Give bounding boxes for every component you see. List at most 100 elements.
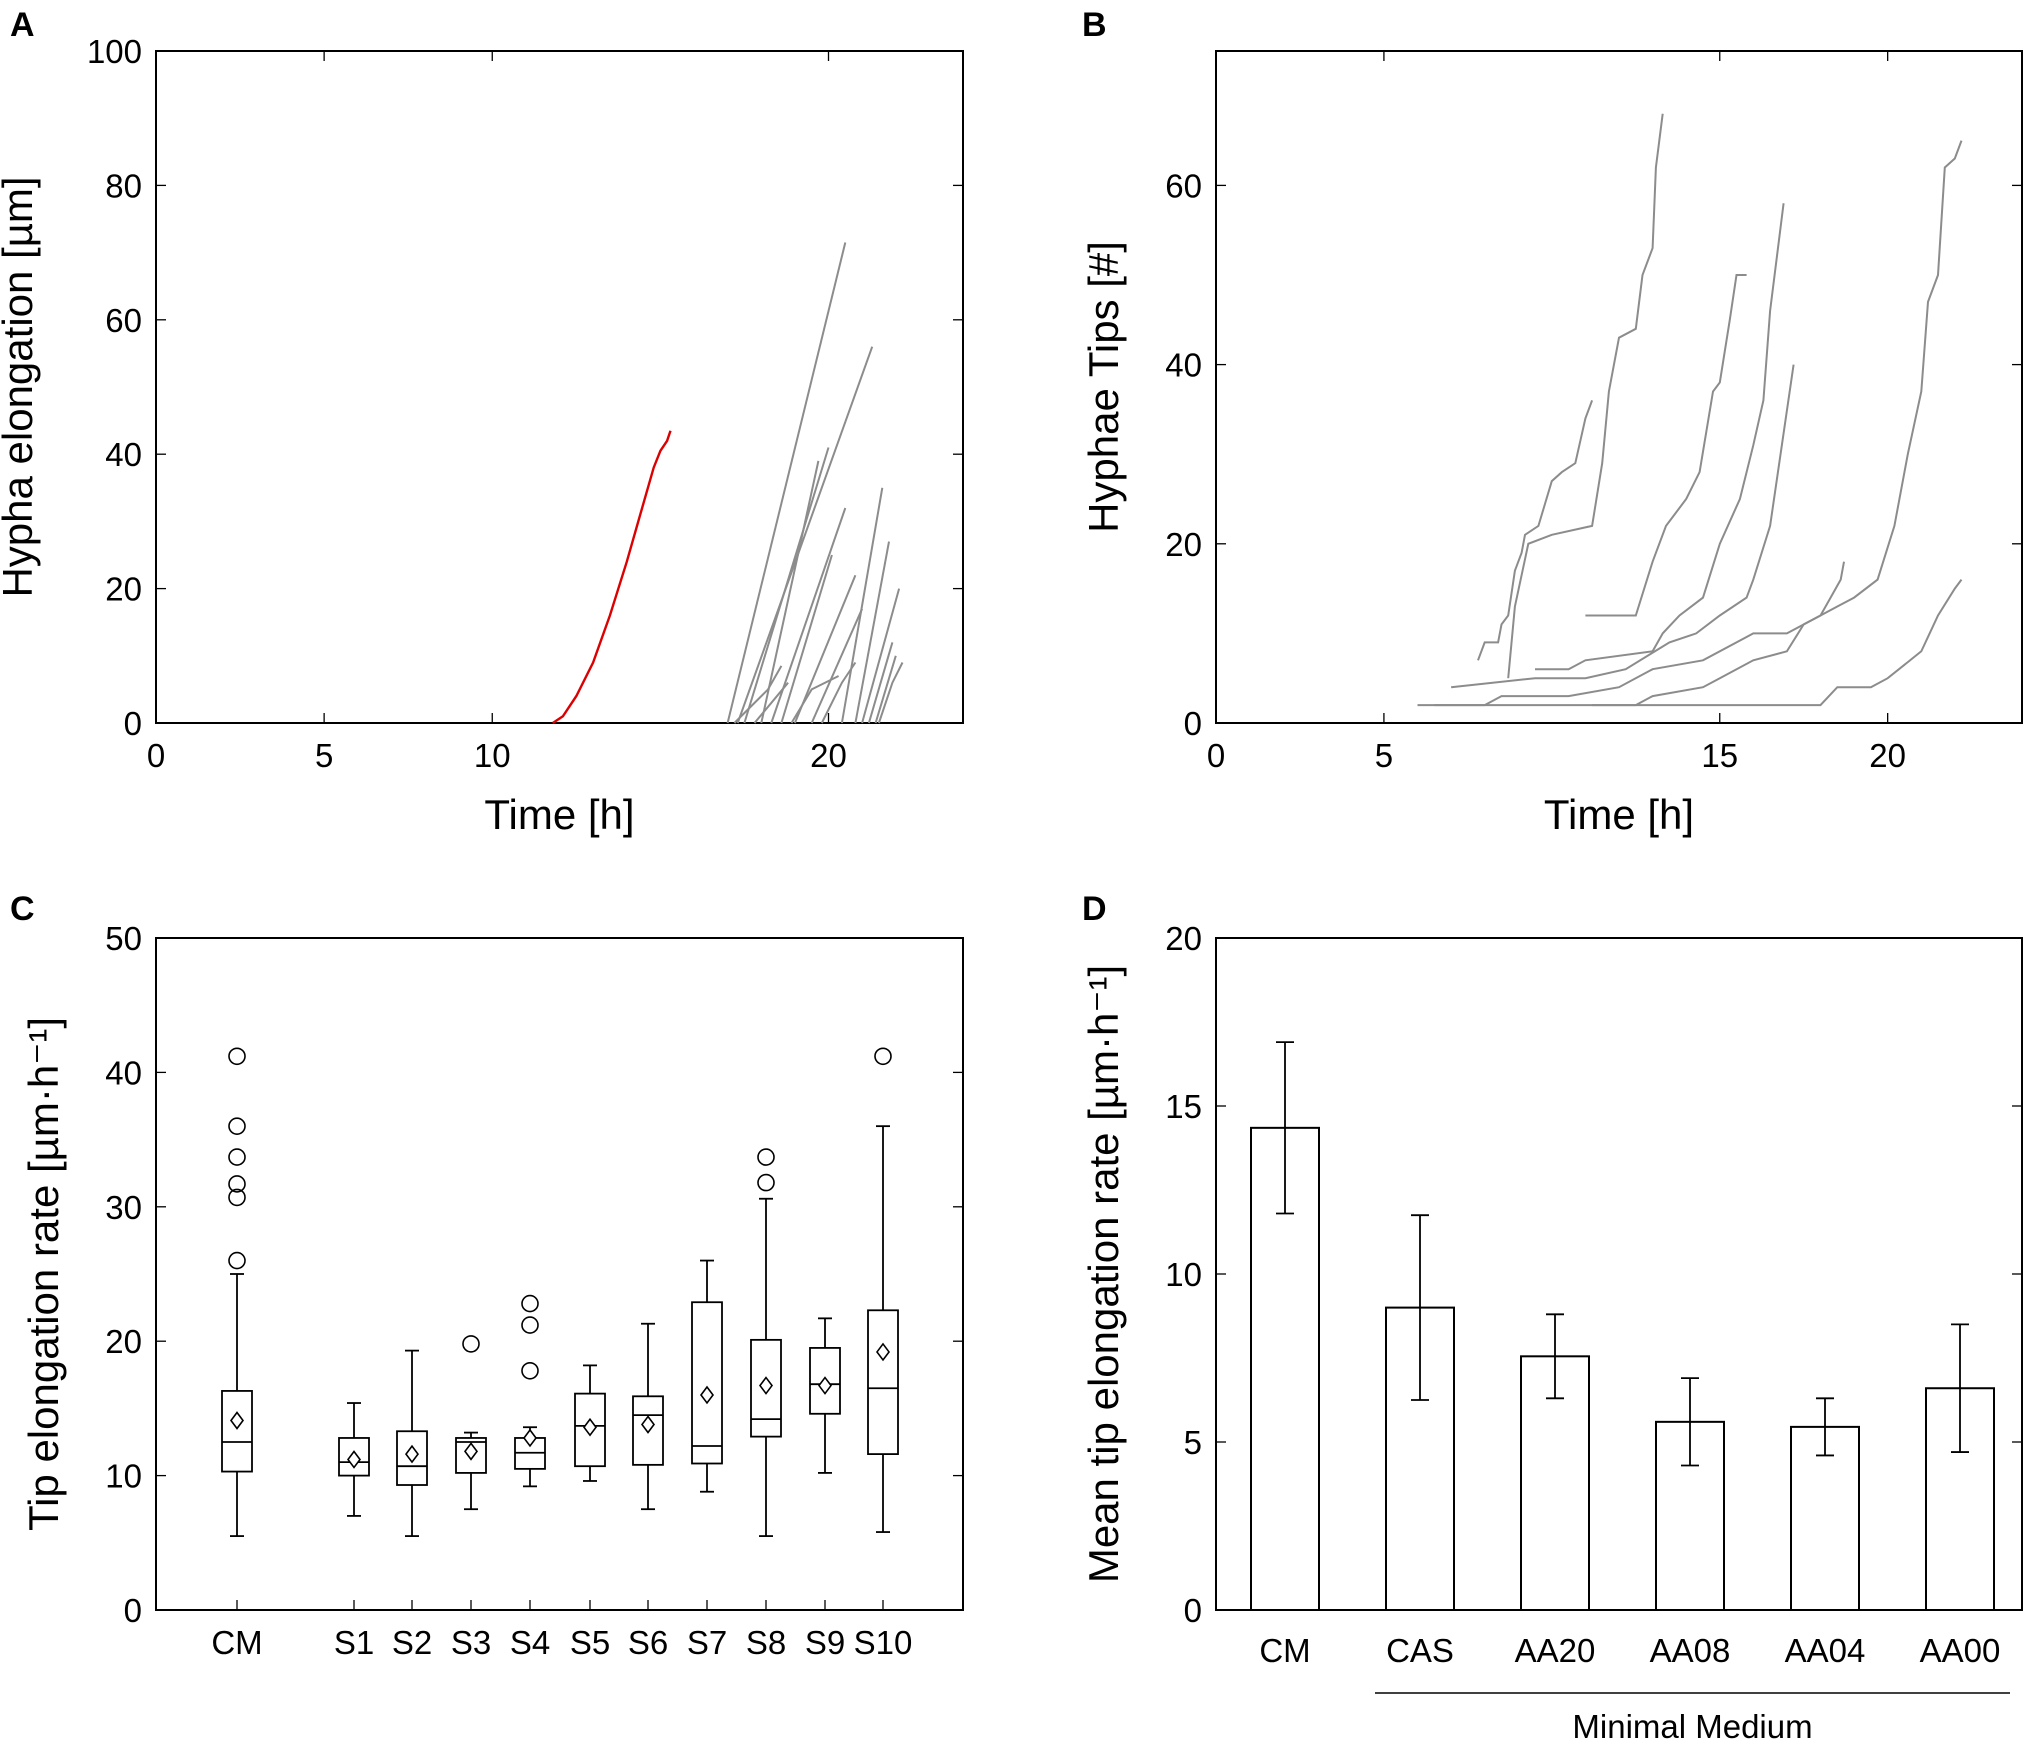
x-tick-label: S4 xyxy=(510,1624,550,1661)
series-line xyxy=(867,642,894,724)
series-line xyxy=(736,346,874,724)
panel-letter: C xyxy=(10,890,35,928)
outlier-point xyxy=(228,1117,246,1135)
y-axis-label: Tip elongation rate [µm·h⁻¹] xyxy=(20,1017,67,1531)
y-tick-label: 40 xyxy=(1165,347,1202,384)
series-line xyxy=(820,661,857,724)
series-line xyxy=(861,588,901,724)
outlier-point xyxy=(757,1173,775,1192)
series-line xyxy=(780,554,833,724)
mean-marker xyxy=(405,1444,419,1464)
y-axis-label: Hypha elongation [µm] xyxy=(0,176,41,597)
y-tick-label: 80 xyxy=(105,167,142,204)
series-line xyxy=(760,460,820,724)
y-tick-label: 0 xyxy=(1184,1592,1202,1629)
x-tick-label: S6 xyxy=(628,1624,668,1661)
x-tick-label: S9 xyxy=(805,1624,845,1661)
x-tick-label: AA08 xyxy=(1650,1632,1731,1669)
plot-frame xyxy=(155,50,964,724)
x-tick-label: CM xyxy=(211,1624,262,1661)
x-tick-label: 0 xyxy=(1207,737,1225,774)
y-tick-label: 50 xyxy=(105,920,142,957)
panel-b: B 0 20 40 60 Hyphae Tips [#] 0 5 15 20 Time [h] xyxy=(1080,6,2023,838)
plot-frame xyxy=(1215,50,2023,724)
x-axis-label: Time [h] xyxy=(1544,791,1694,838)
x-tick-label: 20 xyxy=(1869,737,1906,774)
x-tick-label: 10 xyxy=(474,737,511,774)
mean-marker xyxy=(700,1385,714,1405)
plot-frame xyxy=(155,937,964,1611)
y-tick-label: 10 xyxy=(1165,1256,1202,1293)
y-tick-label: 0 xyxy=(1184,705,1202,742)
x-tick-label: 20 xyxy=(810,737,847,774)
mean-marker xyxy=(464,1442,478,1461)
outlier-point xyxy=(228,1148,246,1166)
y-tick-label: 10 xyxy=(105,1458,142,1495)
series-line xyxy=(1417,579,1963,707)
y-tick-label: 5 xyxy=(1184,1424,1202,1461)
x-tick-label: S5 xyxy=(570,1624,610,1661)
y-tick-label: 40 xyxy=(105,436,142,473)
mean-marker xyxy=(818,1376,832,1395)
x-tick-label: CM xyxy=(1259,1632,1310,1669)
series-line xyxy=(874,655,897,724)
outlier-point xyxy=(521,1316,539,1334)
outlier-point xyxy=(228,1188,246,1207)
panel-d: D 0 5 10 15 20 Mean tip elongation rate [µm·h⁻… xyxy=(1080,890,2023,1745)
box xyxy=(867,1309,899,1455)
outlier-point xyxy=(462,1335,480,1353)
bar xyxy=(1790,1425,1860,1611)
group-label: Minimal Medium xyxy=(1572,1708,1812,1745)
series-line xyxy=(1535,203,1785,671)
outlier-point xyxy=(521,1294,539,1313)
y-tick-label: 0 xyxy=(124,1592,142,1629)
series-line xyxy=(810,608,864,724)
mean-marker xyxy=(759,1376,773,1395)
y-axis-label: Hyphae Tips [#] xyxy=(1080,241,1127,533)
series-line xyxy=(854,541,890,724)
outlier-point xyxy=(874,1047,892,1066)
series-line xyxy=(790,675,840,724)
series-line xyxy=(1585,274,1747,617)
x-tick-label: 15 xyxy=(1701,737,1738,774)
x-tick-label: 5 xyxy=(1375,737,1393,774)
x-axis-label: Time [h] xyxy=(484,791,634,838)
outlier-point xyxy=(228,1047,246,1066)
x-tick-label: 0 xyxy=(147,737,165,774)
series-line xyxy=(1477,400,1594,661)
x-tick-label: CAS xyxy=(1386,1632,1454,1669)
series-line xyxy=(753,682,789,724)
y-tick-label: 20 xyxy=(1165,920,1202,957)
y-axis-label: Mean tip elongation rate [µm·h⁻¹] xyxy=(1080,965,1127,1583)
series-line xyxy=(793,574,857,724)
panel-c: C 0 10 20 30 40 50 Tip elongation rate [µm·h⁻¹]… xyxy=(10,890,964,1661)
x-tick-label: S2 xyxy=(392,1624,432,1661)
series-line xyxy=(733,665,783,724)
outlier-point xyxy=(228,1251,246,1270)
series-line xyxy=(726,242,847,724)
mean-marker xyxy=(641,1415,655,1434)
mean-marker xyxy=(583,1417,597,1437)
box xyxy=(221,1390,253,1473)
x-tick-label: 5 xyxy=(315,737,333,774)
mean-marker xyxy=(230,1411,244,1430)
x-tick-label: S7 xyxy=(687,1624,727,1661)
series-line xyxy=(552,430,672,724)
y-tick-label: 20 xyxy=(105,1323,142,1360)
y-tick-label: 0 xyxy=(124,705,142,742)
x-tick-label: S3 xyxy=(451,1624,491,1661)
panel-a: A 0 20 40 60 80 100 Hypha elongation [µm] 0 5 10 20… xyxy=(0,6,964,838)
panel-letter: D xyxy=(1082,890,1107,928)
panel-letter: A xyxy=(10,6,35,44)
series-line xyxy=(877,662,904,724)
y-tick-label: 60 xyxy=(105,302,142,339)
y-tick-label: 60 xyxy=(1165,167,1202,204)
x-tick-label: AA00 xyxy=(1920,1632,2001,1669)
y-tick-label: 20 xyxy=(105,571,142,608)
x-tick-label: S1 xyxy=(334,1624,374,1661)
panel-letter: B xyxy=(1082,6,1107,44)
x-tick-label: AA20 xyxy=(1515,1632,1596,1669)
y-tick-label: 100 xyxy=(87,33,142,70)
y-tick-label: 20 xyxy=(1165,526,1202,563)
